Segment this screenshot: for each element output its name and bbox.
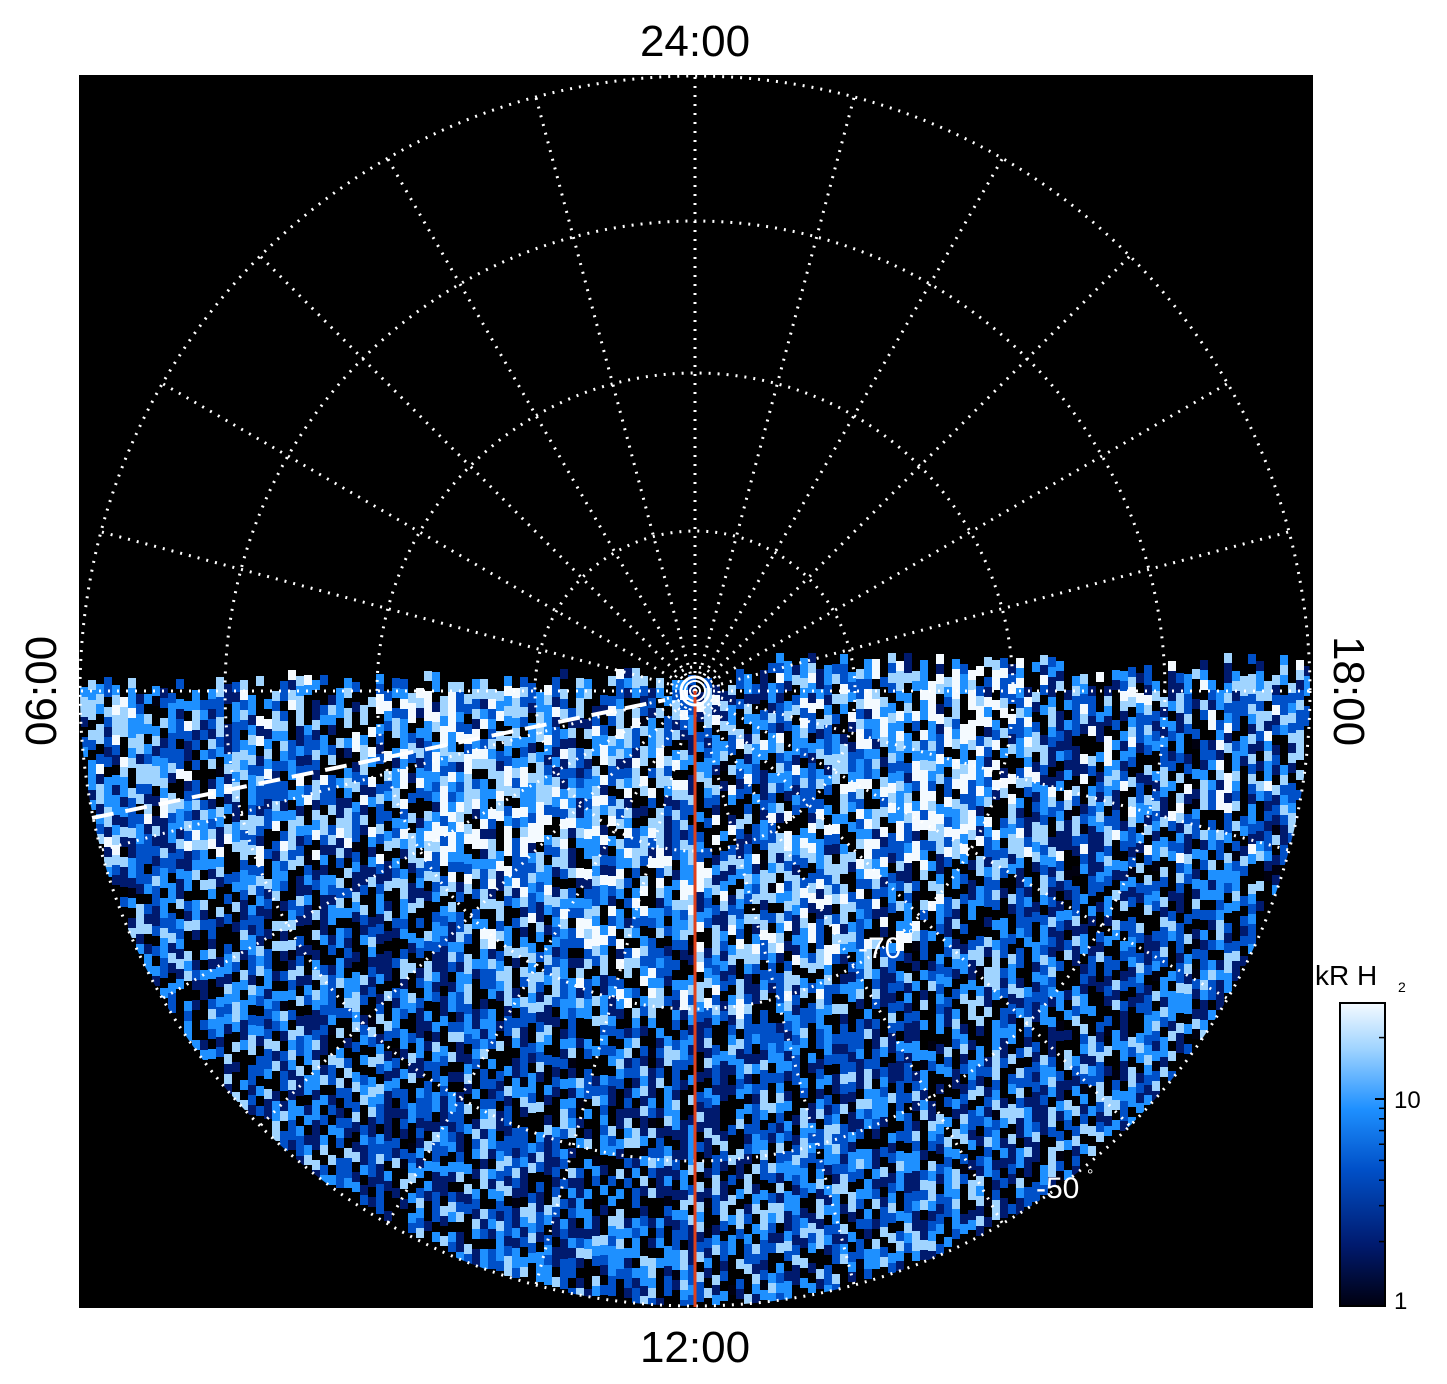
- latitude-degree-70: °: [908, 927, 914, 944]
- latitude-label-70: -70: [858, 932, 901, 965]
- meridian-line: [694, 382, 1229, 693]
- colorbar-minor-ticks: [1379, 1036, 1385, 1243]
- latitude-degree-50: °: [1087, 1167, 1093, 1184]
- latitude-label-50: -50: [1036, 1172, 1079, 1205]
- meridian-line: [693, 690, 856, 1286]
- meridian-line: [100, 689, 696, 852]
- dashed-boundary-line: [91, 698, 666, 820]
- meridian-line: [534, 690, 697, 1286]
- colorbar-gradient: [1339, 1002, 1386, 1307]
- meridian-line: [161, 689, 696, 1000]
- time-label-bottom: 12:00: [640, 1323, 750, 1372]
- colorbar-unit-label: kR H: [1315, 960, 1377, 991]
- meridian-line: [693, 689, 1131, 1127]
- meridian-line: [259, 689, 697, 1127]
- meridian-line: [386, 157, 697, 692]
- meridian-line: [693, 255, 1131, 693]
- meridian-line: [386, 690, 697, 1225]
- time-label-top: 24:00: [640, 17, 750, 66]
- colorbar-tick-label-10: 10: [1394, 1087, 1421, 1114]
- meridian-line: [694, 689, 1290, 852]
- meridian-line: [100, 530, 696, 693]
- pole-marker-inner: [689, 685, 701, 697]
- meridian-line: [693, 157, 1004, 692]
- meridian-line: [693, 96, 856, 692]
- meridian-line: [694, 530, 1290, 693]
- latitude-circle: [533, 529, 857, 853]
- time-label-left: 06:00: [17, 636, 66, 746]
- polar-grid: [78, 74, 1312, 1308]
- time-label-right: 18:00: [1324, 636, 1373, 746]
- meridian-line: [694, 689, 1229, 1000]
- meridian-line: [259, 255, 697, 693]
- colorbar-tick-label-1: 1: [1394, 1288, 1407, 1315]
- colorbar-unit-subscript: 2: [1398, 979, 1406, 995]
- meridian-line: [693, 690, 1004, 1225]
- latitude-circle: [78, 74, 1312, 1308]
- colorbar: kR H 2 10 1: [1315, 960, 1421, 1315]
- pole-marker-outer: [679, 675, 711, 707]
- latitude-circle: [375, 371, 1015, 1011]
- meridian-line: [161, 382, 696, 693]
- meridian-line: [534, 96, 697, 692]
